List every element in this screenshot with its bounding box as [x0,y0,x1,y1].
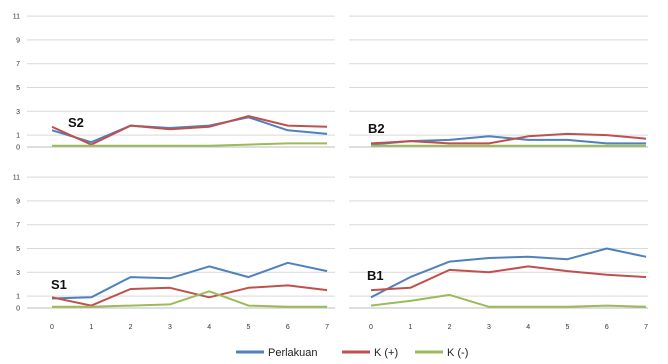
series-line-b1-k [370,293,647,308]
y-tick-label: 11 [13,175,20,182]
x-tick-label-left: 5 [247,324,251,331]
y-tick-label: 11 [13,14,20,21]
panel-label-b2: B2 [368,121,385,136]
series-line-s2-k [52,142,328,147]
legend-label: K (+) [374,347,398,359]
x-tick-label-left: 6 [286,324,290,331]
x-tick-label-left: 2 [129,324,133,331]
panel-label-s1: S1 [51,277,67,292]
x-tick-label-right: 6 [605,324,609,331]
y-tick-label: 7 [16,61,20,68]
panel-label-s2: S2 [68,115,84,130]
legend-label: K (-) [447,347,468,359]
x-tick-label-left: 0 [50,324,54,331]
x-tick-label-right: 0 [369,324,373,331]
series-line-s1-perlakuan [51,261,328,300]
series-line-s1-k [51,284,328,307]
x-tick-label-right: 4 [526,324,530,331]
y-tick-label: 5 [16,246,20,253]
y-tick-label: 9 [16,198,20,205]
y-tick-label: 1 [16,133,20,140]
x-tick-label-left: 4 [207,324,211,331]
series-line-s2-k [51,115,328,146]
series-line-s2-perlakuan [51,116,328,144]
x-tick-label-left: 1 [89,324,93,331]
x-tick-label-right: 1 [408,324,412,331]
y-tick-label: 3 [16,270,20,277]
x-tick-label-right: 3 [487,324,491,331]
y-tick-label: 0 [16,145,20,152]
y-tick-label: 1 [16,294,20,301]
x-tick-label-left: 7 [325,324,329,331]
x-tick-label-right: 2 [448,324,452,331]
series-line-b1-k [370,265,647,292]
x-tick-label-right: 7 [644,324,648,331]
series-line-b2-k [370,132,647,145]
y-tick-label: 3 [16,109,20,116]
y-tick-label: 9 [16,37,20,44]
legend-label: Perlakuan [268,347,318,359]
series-line-b1-perlakuan [370,247,647,299]
panel-label-b1: B1 [367,268,384,283]
x-tick-label-right: 5 [566,324,570,331]
y-tick-label: 7 [16,222,20,229]
y-tick-label: 0 [16,306,20,313]
x-tick-label-left: 3 [168,324,172,331]
y-tick-label: 5 [16,85,20,92]
series-line-s1-k [52,290,328,308]
